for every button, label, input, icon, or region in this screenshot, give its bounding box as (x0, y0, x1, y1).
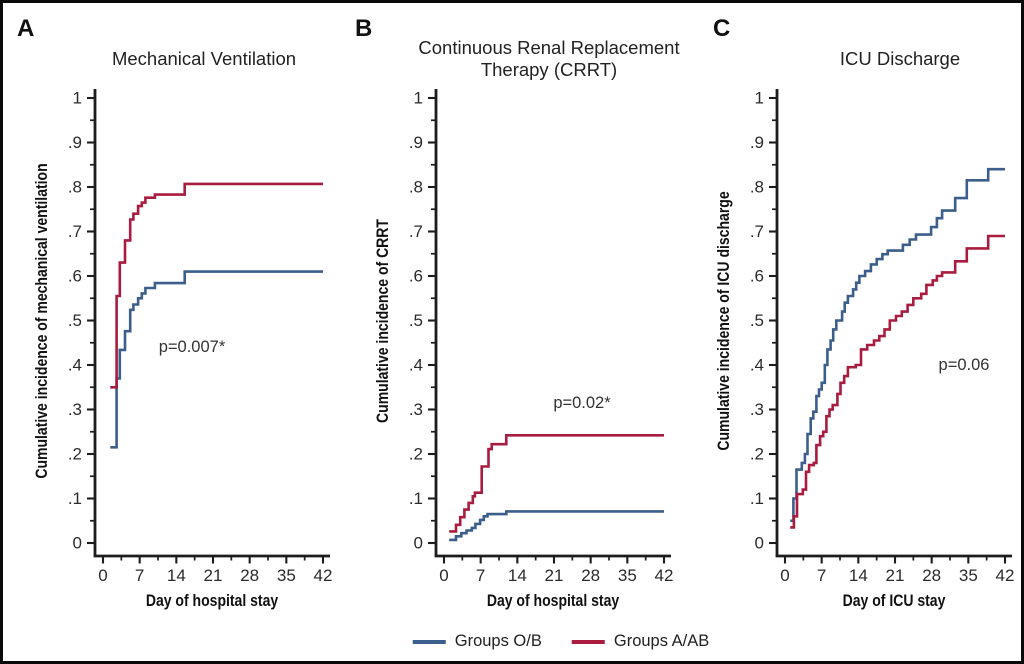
y-tick-label: .5 (68, 311, 82, 330)
y-tick-label: 1 (414, 89, 423, 108)
y-axis-title: Cumulative incidence of CRRT (374, 218, 392, 423)
x-tick-label: 35 (618, 566, 637, 585)
y-tick-label: .6 (409, 267, 423, 286)
p-value-label: p=0.06 (939, 356, 990, 374)
x-tick-label: 14 (167, 566, 186, 585)
series-line-aab (449, 434, 664, 533)
y-tick-label: .7 (409, 222, 423, 241)
panel-c-icu-discharge: C ICU Discharge 0 .1 .2 .3 .4 .5 .6 .7 .8 .9 1 0 7 14 2… (685, 3, 1021, 615)
y-tick-label: 0 (755, 534, 764, 553)
series-line-aab (110, 182, 323, 389)
panel-a-mechanical-ventilation: A Mechanical Ventilation 0 .1 .2 .3 .4 .5 .6 .7.… (3, 3, 344, 615)
series-line-ob (449, 510, 664, 542)
y-tick-label: .4 (409, 356, 423, 375)
y-tick-label: .8 (750, 178, 764, 197)
y-tick-label: .8 (409, 178, 423, 197)
p-value-label: p=0.02* (553, 394, 611, 412)
legend-label-groups-ob: Groups O/B (454, 632, 542, 650)
panel-letter-c: C (713, 15, 731, 42)
legend: Groups O/B Groups A/AB (412, 632, 710, 651)
x-tick-label: 35 (959, 566, 978, 585)
x-axis-title: Day of ICU stay (843, 592, 946, 610)
x-tick-label: 21 (886, 566, 905, 585)
x-tick-label: 28 (581, 566, 600, 585)
y-tick-label: 0 (414, 534, 423, 553)
x-tick-label: 0 (439, 566, 448, 585)
x-tick-label: 0 (780, 566, 789, 585)
series-line-ob (110, 270, 323, 449)
y-tick-label: .7 (750, 222, 764, 241)
chart-title: Mechanical Ventilation (112, 48, 296, 69)
y-tick-label: .2 (68, 445, 82, 464)
chart-title: Therapy (CRRT) (481, 59, 617, 80)
y-tick-label: .4 (750, 356, 764, 375)
y-tick-label: .3 (409, 400, 423, 419)
x-axis-title: Day of hospital stay (146, 592, 279, 610)
y-tick-label: .1 (750, 489, 764, 508)
y-tick-label: .6 (68, 267, 82, 286)
y-tick-label: .3 (750, 400, 764, 419)
x-tick-label: 42 (655, 566, 674, 585)
y-tick-label: .1 (68, 489, 82, 508)
y-tick-label: .5 (409, 311, 423, 330)
y-tick-label: 1 (755, 89, 764, 108)
chart-svg: Mechanical Ventilation 0 .1 .2 .3 .4 .5 .6 .7 .8.… (33, 48, 333, 610)
x-tick-label: 28 (922, 566, 941, 585)
y-axis-title: Cumulative incidence of mechanical venti… (33, 163, 51, 478)
y-tick-label: .8 (68, 178, 82, 197)
x-tick-label: 42 (996, 566, 1015, 585)
panel-letter-b: B (355, 15, 373, 42)
y-tick-label: 0 (73, 534, 82, 553)
y-tick-label: .9 (68, 133, 82, 152)
y-tick-label: .6 (750, 267, 764, 286)
legend-line-swatch-ob (412, 639, 446, 644)
panel-b-crrt: B Continuous Renal Replacement Therapy (C… (344, 3, 685, 615)
x-tick-label: 7 (817, 566, 826, 585)
y-axis-title: Cumulative incidence of ICU discharge (715, 191, 733, 450)
x-tick-label: 35 (277, 566, 296, 585)
y-tick-label: 1 (73, 89, 82, 108)
series-line-aab (790, 234, 1005, 529)
x-tick-label: 21 (545, 566, 564, 585)
legend-label-groups-aab: Groups A/AB (613, 632, 710, 650)
x-tick-label: 7 (476, 566, 485, 585)
x-tick-label: 7 (135, 566, 144, 585)
chart-title: ICU Discharge (840, 48, 960, 69)
x-tick-label: 42 (314, 566, 333, 585)
x-axis-title: Day of hospital stay (487, 592, 620, 610)
chart-svg: ICU Discharge 0 .1 .2 .3 .4 .5 .6 .7 .8 .9 1 0 7 14 21 2… (715, 48, 1015, 610)
x-tick-label: 21 (204, 566, 223, 585)
y-tick-label: .1 (409, 489, 423, 508)
y-tick-label: .5 (750, 311, 764, 330)
y-tick-label: .4 (68, 356, 82, 375)
legend-item-groups-ob: Groups O/B (412, 632, 542, 651)
x-tick-label: 14 (849, 566, 868, 585)
y-tick-label: .7 (68, 222, 82, 241)
y-tick-label: .9 (409, 133, 423, 152)
x-tick-label: 0 (98, 566, 107, 585)
y-tick-label: .2 (409, 445, 423, 464)
x-tick-label: 14 (508, 566, 527, 585)
panel-letter-a: A (17, 15, 35, 42)
p-value-label: p=0.007* (159, 338, 226, 356)
chart-title: Continuous Renal Replacement (418, 37, 679, 58)
series-line-ob (790, 167, 1005, 523)
y-tick-label: .2 (750, 445, 764, 464)
x-tick-label: 28 (240, 566, 259, 585)
legend-line-swatch-aab (571, 639, 605, 644)
y-tick-label: .3 (68, 400, 82, 419)
y-tick-label: .9 (750, 133, 764, 152)
legend-item-groups-aab: Groups A/AB (571, 632, 710, 651)
